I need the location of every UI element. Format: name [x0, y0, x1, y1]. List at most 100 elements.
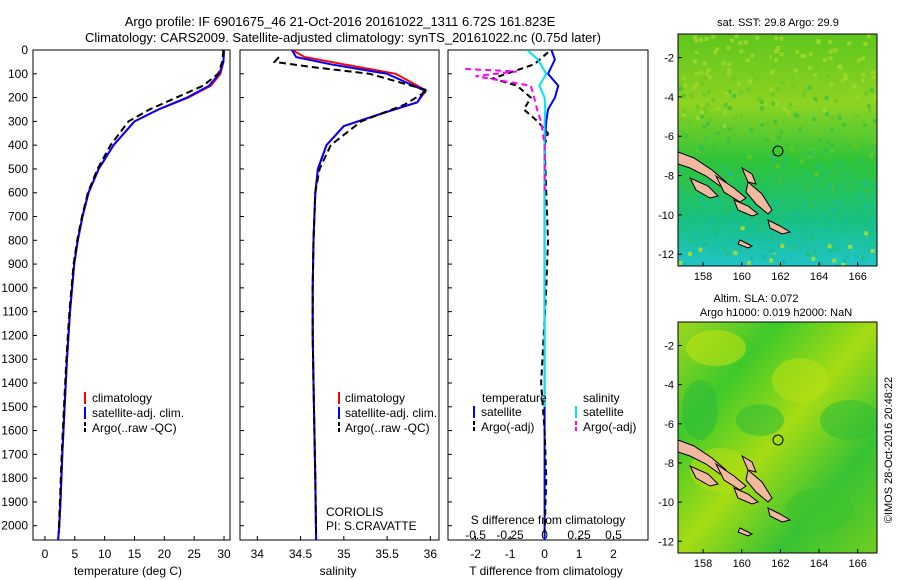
argo-position-marker — [772, 434, 784, 446]
temperature-xlabel: temperature (deg C) — [74, 564, 182, 578]
sst-pixel — [830, 115, 834, 120]
sst-pixel — [873, 141, 877, 146]
salinity-series — [272, 50, 431, 540]
sst-pixel — [812, 47, 817, 52]
sst-pixel — [804, 185, 809, 190]
sst-pixel — [723, 165, 728, 170]
sst-pixel — [700, 147, 705, 152]
sst-pixel — [735, 177, 740, 182]
sst-pixel — [853, 143, 858, 148]
sst-pixel — [803, 226, 808, 231]
sst-pixel — [871, 75, 876, 80]
temperature-axis: 0 5 10 15 20 25 30 — [42, 536, 231, 561]
sst-pixel — [862, 123, 867, 128]
sst-pixel — [834, 264, 839, 266]
sst-pixel — [699, 195, 704, 200]
x-tick-label: 5 — [71, 547, 78, 561]
sst-pixel — [706, 121, 711, 126]
sst-pixel — [697, 203, 702, 208]
sst-pixel — [858, 158, 863, 163]
depth-tick-label: 200 — [8, 91, 28, 105]
sst-pixel — [756, 229, 761, 234]
sst-pixel — [705, 208, 710, 213]
sst-pixel — [827, 227, 832, 232]
depth-tick-label: 100 — [8, 67, 28, 81]
sst-pixel — [771, 63, 776, 67]
depth-tick-label: 1200 — [1, 328, 28, 342]
sst-pixel — [774, 36, 778, 41]
s-tick-label: -0.5 — [465, 528, 486, 542]
sst-pixel — [758, 225, 763, 229]
data-centre-label: CORIOLIS — [326, 505, 383, 519]
map-y-tick-label: -8 — [664, 171, 674, 183]
sst-pixel — [755, 76, 760, 81]
legend-label-argo: Argo(..raw -QC) — [345, 421, 430, 435]
sst-pixel — [711, 34, 716, 39]
sst-pixel — [747, 238, 752, 243]
sst-pixel — [683, 175, 688, 180]
sst-pixel — [724, 205, 729, 210]
sst-pixel — [697, 214, 702, 219]
sst-pixel — [711, 97, 716, 102]
sst-pixel — [749, 256, 754, 261]
salinity-panel — [239, 49, 440, 541]
sst-pixel — [714, 47, 719, 52]
sst-pixel — [761, 241, 765, 246]
sst-pixel — [740, 226, 745, 231]
sst-pixel — [811, 256, 816, 261]
sst-pixel — [776, 46, 781, 51]
sst-pixel — [733, 251, 738, 256]
sst-pixel — [843, 258, 847, 263]
sst-pixel — [870, 249, 875, 253]
sst-pixel — [696, 137, 701, 142]
sst-pixel — [866, 104, 871, 109]
sst-pixel — [712, 147, 717, 152]
sst-pixel — [739, 49, 744, 54]
sst-pixel — [782, 259, 787, 264]
sst-pixel — [800, 159, 805, 164]
sst-map-axes: 158 160 162 164 166 -2 -4 -6 -8 -10 -12 — [658, 53, 867, 283]
sst-pixel — [779, 263, 784, 266]
sst-pixel — [857, 162, 862, 167]
sst-pixel — [826, 182, 831, 187]
sst-pixel — [840, 79, 845, 83]
sst-pixel — [841, 122, 846, 127]
map-x-tick-label: 166 — [848, 271, 866, 283]
depth-tick-label: 600 — [8, 186, 28, 200]
sst-pixel — [760, 106, 765, 111]
sst-pixel — [818, 137, 823, 142]
sst-pixel — [830, 144, 835, 149]
series-line-argo-raw-qc — [272, 56, 431, 533]
sst-pixel — [739, 176, 744, 181]
x-tick-label: 2 — [610, 547, 617, 561]
sst-pixel — [726, 62, 731, 67]
sst-pixel — [693, 237, 698, 242]
legend-label-climatology: climatology — [92, 391, 152, 405]
sst-pixel — [779, 52, 784, 57]
sst-pixel — [767, 135, 772, 140]
depth-tick-label: 1600 — [1, 424, 28, 438]
map-y-tick-label: -4 — [664, 92, 674, 104]
sst-pixel — [805, 174, 810, 179]
sst-pixel — [858, 194, 863, 199]
sst-pixel — [862, 160, 867, 165]
sst-pixel — [843, 229, 848, 234]
sst-pixel — [793, 68, 798, 73]
salinity-xlabel: salinity — [320, 564, 357, 578]
sst-pixel — [834, 246, 839, 251]
sst-pixel — [727, 68, 732, 73]
sst-pixel — [808, 151, 813, 156]
sst-pixel — [698, 37, 703, 42]
sst-pixel — [829, 82, 834, 87]
sst-pixel — [869, 136, 874, 141]
sst-pixel — [704, 76, 709, 80]
sst-pixel — [779, 129, 784, 134]
sst-pixel — [819, 213, 823, 218]
sst-pixel — [694, 38, 699, 43]
sst-pixel — [707, 75, 712, 80]
sst-pixel — [873, 95, 877, 100]
sst-pixel — [776, 136, 781, 141]
sst-pixel — [861, 256, 865, 261]
map-y-tick-label: -2 — [664, 340, 674, 352]
sst-pixel — [729, 221, 734, 226]
